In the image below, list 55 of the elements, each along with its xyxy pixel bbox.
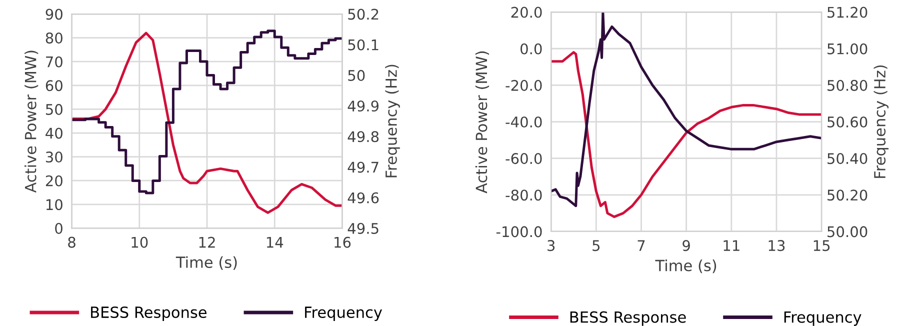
y2-tick-label: 50.00	[828, 226, 868, 238]
y-tick-label: -80.0	[506, 190, 542, 201]
x-axis-title: Time (s)	[176, 256, 237, 270]
y-tick-label: -100.0	[496, 226, 542, 238]
y-tick-label: -20.0	[506, 80, 542, 91]
y2-tick-label: 50.20	[828, 190, 868, 201]
legend-label: Frequency	[784, 312, 862, 326]
y-tick-label: 80	[46, 32, 62, 44]
legend-label: Frequency	[305, 306, 382, 321]
x-tick-label: 5	[592, 240, 600, 252]
y-tick-label: 30	[46, 152, 62, 163]
y-axis-title: Active Power (MW)	[24, 50, 38, 193]
y2-tick-label: 49.8	[348, 131, 379, 142]
x-axis-title: Time (s)	[655, 259, 716, 274]
y-tick-label: 10	[46, 199, 62, 210]
x-tick-label: 10	[132, 236, 148, 248]
y-tick-label: 0.0	[520, 43, 542, 54]
x-tick-label: 8	[68, 236, 76, 248]
y-tick-label: 20	[46, 175, 62, 186]
y-axis-title: Active Power (MW)	[475, 51, 490, 194]
y2-tick-label: 49.5	[348, 222, 378, 234]
y2-tick-label: 51.20	[828, 6, 868, 18]
legend-label: BESS Response	[570, 311, 686, 326]
y-tick-label: 0	[55, 222, 62, 234]
y-tick-label: 40	[46, 128, 62, 139]
y2-tick-label: 50	[348, 70, 365, 81]
line-series	[551, 51, 822, 218]
y2-tick-label: 50.60	[828, 116, 868, 128]
x-tick-label: 3	[548, 240, 555, 252]
x-tick-label: 11	[724, 240, 740, 251]
y2-tick-label: 51.00	[828, 43, 868, 54]
y2-tick-label: 50.40	[828, 153, 868, 164]
y2-axis-title: Frequency (Hz)	[385, 64, 400, 178]
y2-tick-label: 49.9	[348, 100, 379, 112]
x-tick-label: 14	[266, 236, 284, 248]
y-tick-label: 50	[46, 104, 62, 115]
y2-tick-label: 50.1	[348, 39, 378, 50]
y2-tick-label: 50.80	[828, 80, 868, 91]
y2-axis-title: Frequency (Hz)	[874, 65, 889, 178]
y-tick-label: 60	[46, 80, 62, 92]
y-tick-label: 90	[46, 8, 62, 20]
x-tick-label: 12	[199, 236, 215, 248]
y2-tick-label: 49.7	[348, 162, 378, 173]
y-tick-label: -60.0	[506, 153, 542, 164]
y-tick-label: -40.0	[506, 116, 542, 128]
legend-label: BESS Response	[91, 306, 207, 321]
x-tick-label: 15	[814, 240, 830, 252]
y-tick-label: 70	[46, 56, 62, 68]
x-tick-label: 13	[768, 240, 785, 252]
y2-tick-label: 49.6	[348, 192, 379, 204]
x-tick-label: 16	[334, 236, 351, 248]
x-tick-label: 9	[682, 240, 690, 252]
y-tick-label: 20.0	[511, 6, 542, 18]
x-tick-label: 7	[638, 240, 645, 251]
y2-tick-label: 50.2	[348, 8, 378, 20]
